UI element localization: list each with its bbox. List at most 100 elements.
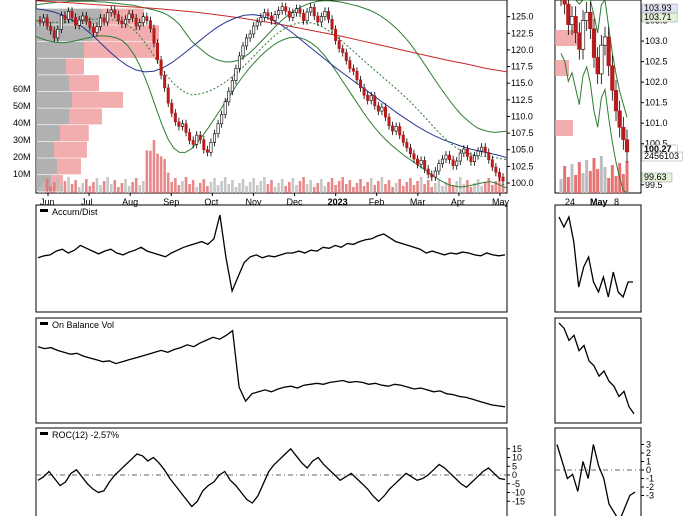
candle-body — [180, 123, 184, 127]
candle-body — [95, 26, 99, 33]
zoom-volume-bar — [577, 162, 581, 193]
volume-bar — [476, 179, 480, 193]
zoom-candle-body — [569, 16, 575, 25]
zoom-price-tick-label: 101.0 — [645, 118, 668, 128]
candle-body — [373, 95, 377, 107]
volume-bar — [63, 181, 67, 193]
price-tick-label: 125.0 — [511, 12, 534, 22]
volume-bar — [295, 185, 298, 193]
zoom-upper-band — [561, 0, 628, 118]
volume-profile-down-bar — [54, 141, 87, 158]
volume-bar — [344, 184, 348, 193]
zoom-candle-body — [602, 36, 608, 46]
price-tick-label: 110.0 — [511, 111, 533, 121]
zoom-candle-body — [595, 57, 600, 75]
price-tick-label: 115.0 — [511, 78, 533, 88]
zoom-lower-band — [560, 53, 628, 194]
volume-bar — [384, 184, 387, 193]
zoom-volume-bar — [625, 161, 629, 193]
candle-body — [501, 176, 505, 182]
candle-body — [398, 126, 402, 136]
candle-body — [241, 45, 245, 57]
candle-body — [188, 132, 192, 141]
candle-body — [277, 10, 281, 15]
candle-body — [262, 12, 266, 18]
candle-body — [291, 12, 295, 18]
accum-title-text: Accum/Dist — [52, 207, 98, 217]
volume-bar — [451, 185, 455, 193]
month-label: Jun — [40, 197, 55, 207]
candle-body — [490, 159, 494, 168]
volume-bar — [67, 177, 70, 193]
volume-tick-label: 50M — [13, 101, 31, 111]
candle-body — [412, 153, 416, 160]
zoom-candle-body — [599, 44, 604, 75]
zoom-price-tick-label: 99.5 — [645, 180, 663, 190]
candle-body — [42, 17, 46, 23]
volume-tick-label: 20M — [13, 152, 31, 162]
candle-body — [305, 11, 309, 21]
candle-body — [234, 68, 238, 81]
volume-bar — [177, 185, 181, 193]
volume-bar — [42, 183, 45, 193]
candle-body — [330, 18, 334, 30]
zoom-price-tick-label: 102.5 — [645, 57, 668, 67]
candle-body — [280, 6, 284, 11]
volume-bar — [405, 182, 409, 193]
candle-body — [102, 17, 106, 23]
candle-body — [209, 142, 213, 153]
candle-body — [237, 55, 241, 69]
volume-bar — [291, 178, 295, 193]
volume-bar — [469, 187, 473, 193]
candle-body — [99, 17, 103, 27]
volume-bar — [444, 182, 448, 193]
volume-bar — [480, 186, 483, 193]
volume-bar — [288, 182, 291, 193]
volume-bar — [234, 187, 238, 193]
candle-body — [156, 42, 160, 61]
candle-body — [273, 14, 277, 21]
candle-body — [487, 152, 491, 161]
candle-body — [123, 18, 127, 25]
zoom-candle-body — [577, 32, 582, 50]
zoom-volume-bar — [563, 166, 567, 193]
month-label: Mar — [410, 197, 426, 207]
candle-body — [444, 154, 448, 160]
volume-bar — [316, 183, 320, 193]
volume-bar — [227, 184, 231, 193]
candle-body — [469, 156, 473, 163]
volume-bar — [85, 179, 88, 193]
candle-body — [430, 174, 434, 178]
volume-bar — [102, 181, 106, 193]
candle-body — [148, 20, 152, 29]
middle-band-dotted — [35, 18, 508, 161]
price-box-label: 99.63 — [644, 172, 667, 182]
month-label: Aug — [122, 197, 138, 207]
month-label: 2023 — [328, 197, 348, 207]
candle-body — [416, 158, 420, 165]
volume-bar — [373, 185, 377, 193]
candle-body — [141, 16, 145, 23]
volume-profile-down-bar — [93, 25, 159, 42]
candle-body — [70, 11, 74, 18]
candle-body — [419, 160, 423, 165]
volume-bar — [458, 177, 462, 193]
volume-profile-up-bar — [36, 158, 57, 175]
volume-bar — [305, 184, 309, 193]
month-label: May — [492, 197, 510, 207]
candle-body — [220, 114, 224, 125]
candle-body — [113, 9, 117, 15]
candle-body — [38, 19, 42, 23]
volume-bar — [109, 184, 113, 193]
candle-body — [81, 15, 85, 21]
volume-bar — [387, 180, 391, 193]
volume-bar — [330, 178, 334, 193]
candle-body — [173, 112, 177, 123]
volume-bar — [117, 187, 120, 193]
zoom-candle-body — [584, 12, 589, 21]
candle-body — [195, 134, 199, 145]
zoom-price-tick-label: 101.5 — [645, 98, 668, 108]
candle-body — [302, 13, 306, 21]
volume-profile-up-bar — [36, 125, 60, 142]
candle-body — [391, 125, 395, 132]
